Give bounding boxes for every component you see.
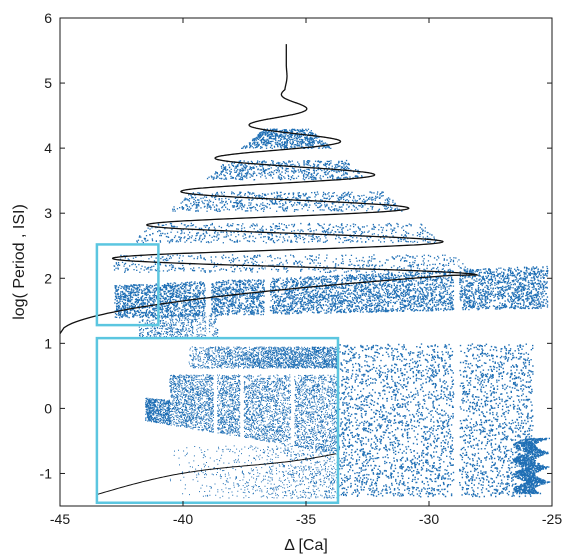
x-tick-label: -45	[50, 511, 70, 527]
y-tick-label: 5	[44, 75, 52, 91]
gap-stripe	[454, 258, 458, 500]
y-tick-label: 4	[44, 140, 52, 156]
inset-curve	[96, 453, 336, 495]
y-tick-label: 3	[44, 205, 52, 221]
y-tick-label: -1	[40, 465, 53, 481]
x-tick-label: -40	[173, 511, 193, 527]
inset	[95, 243, 340, 504]
y-tick-label: 2	[44, 270, 52, 286]
x-ticks: -45 -40 -35 -30 -25	[50, 18, 562, 527]
x-axis-label: Δ [Ca]	[284, 537, 328, 554]
inset-frame	[95, 336, 340, 504]
period-curve	[59, 44, 480, 334]
y-tick-label: 1	[44, 335, 52, 351]
y-ticks: -1 0 1 2 3 4 5 6	[40, 10, 552, 481]
x-tick-label: -30	[419, 511, 439, 527]
inset-scatter	[145, 346, 339, 499]
y-tick-label: 0	[44, 400, 52, 416]
period-curve-line	[59, 44, 480, 334]
inset-source-box	[95, 243, 160, 327]
y-tick-label: 6	[44, 10, 52, 26]
y-axis-label: log( Period , ISI)	[11, 204, 28, 320]
x-tick-label: -35	[296, 511, 316, 527]
x-tick-label: -25	[542, 511, 562, 527]
